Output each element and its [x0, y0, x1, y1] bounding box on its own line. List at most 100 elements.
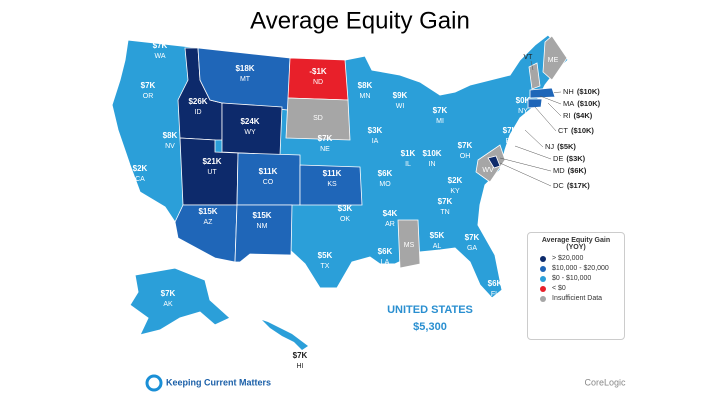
state-value: $8K: [358, 81, 373, 90]
state-callout: DC ($17K): [553, 181, 590, 190]
source: CoreLogic: [584, 377, 626, 387]
state: [397, 219, 421, 269]
state-abbr: CA: [135, 176, 145, 183]
state-value: $7K: [293, 351, 308, 360]
state-abbr: TN: [440, 209, 449, 216]
state-callout: DE ($3K): [553, 154, 586, 163]
state-abbr: IN: [429, 161, 436, 168]
legend-label: < $0: [552, 285, 566, 292]
state-abbr: ID: [195, 109, 202, 116]
callout-line: [524, 129, 544, 148]
state-abbr: UT: [207, 169, 217, 176]
legend-label: $10,000 - $20,000: [552, 265, 609, 272]
legend-label: $0 - $10,000: [552, 275, 592, 282]
brand: Keeping Current Matters: [166, 377, 271, 387]
state-callout: NJ ($5K): [545, 142, 576, 151]
state-value: $11K: [259, 167, 278, 176]
state-abbr: WA: [154, 53, 165, 60]
state-abbr: AZ: [204, 219, 214, 226]
state-value: $7K: [141, 81, 156, 90]
state-abbr: MA: [563, 99, 574, 108]
state-abbr: IL: [405, 161, 411, 168]
state-abbr: MT: [240, 76, 251, 83]
state-value: $6K: [488, 279, 503, 288]
state-callout: RI ($4K): [563, 111, 593, 120]
state-abbr: RI: [563, 111, 571, 120]
state: [234, 204, 293, 263]
legend-title: Average Equity Gain (YOY): [541, 237, 611, 251]
state-value: ($6K): [568, 166, 587, 175]
legend-item: Insufficient Data: [534, 295, 618, 302]
state-value: $11K: [323, 169, 342, 178]
state-value: $1K: [401, 149, 416, 158]
state-abbr: NJ: [545, 142, 554, 151]
state-abbr: NM: [257, 223, 268, 230]
state-abbr: SD: [313, 115, 323, 122]
callout-line: [514, 145, 552, 160]
state: [527, 98, 543, 109]
state-value: $6K: [378, 247, 393, 256]
state: [528, 62, 541, 90]
state: [285, 97, 351, 141]
state-value: $0K: [516, 96, 531, 105]
callout-line: [539, 95, 562, 105]
state-abbr: NV: [165, 143, 175, 150]
state-value: $9K: [503, 166, 518, 175]
state-value: $7K: [153, 41, 168, 50]
state-value: $18K: [235, 64, 254, 73]
state-abbr: LA: [381, 259, 390, 266]
state-abbr: NY: [518, 108, 528, 115]
state-abbr: DC: [553, 181, 564, 190]
state-abbr: AR: [385, 221, 395, 228]
state-value: ($10K): [571, 126, 594, 135]
legend-item: < $0: [534, 285, 618, 292]
callout-line: [534, 106, 557, 132]
state-value: $4K: [383, 209, 398, 218]
state-abbr: NE: [320, 146, 330, 153]
title: Average Equity Gain: [250, 7, 470, 34]
state-value: ($10K): [577, 99, 600, 108]
state-value: $7K: [458, 141, 473, 150]
state-abbr: FL: [491, 291, 499, 298]
legend-label: Insufficient Data: [552, 295, 603, 302]
state-abbr: DE: [553, 154, 563, 163]
state-abbr: VT: [524, 54, 534, 61]
state-callout: NH ($10K): [563, 87, 600, 96]
state-value: $5K: [430, 231, 445, 240]
state-abbr: AK: [163, 301, 173, 308]
state-value: $3K: [338, 204, 353, 213]
state-value: $10K: [422, 149, 441, 158]
state-value: $15K: [252, 211, 271, 220]
legend-item: $10,000 - $20,000: [534, 265, 618, 272]
state-value: $7K: [465, 233, 480, 242]
state: [299, 164, 363, 206]
legend: Average Equity Gain (YOY) > $20,000 $10,0…: [527, 232, 625, 340]
state-value: $6K: [378, 169, 393, 178]
legend-item: $0 - $10,000: [534, 275, 618, 282]
state-value: $26K: [188, 97, 207, 106]
state-abbr: NC: [505, 201, 515, 208]
state-abbr: SC: [488, 223, 498, 230]
state-abbr: TX: [321, 263, 330, 270]
state-value: ($10K): [577, 87, 600, 96]
state-value: $3K: [368, 126, 383, 135]
alaska-outline: [129, 267, 231, 336]
national-name: UNITED STATES: [387, 304, 473, 316]
legend-swatch: [540, 296, 546, 302]
state-callout: CT ($10K): [558, 126, 594, 135]
callout-line: [499, 162, 552, 187]
state-abbr: PA: [506, 138, 515, 145]
state-callout: MA ($10K): [563, 99, 601, 108]
state-abbr: HI: [297, 363, 304, 370]
state-value: $7K: [503, 126, 518, 135]
state-value: $8K: [163, 131, 178, 140]
callout-line: [547, 102, 562, 117]
legend-swatch: [540, 276, 546, 282]
state-value: ($3K): [566, 154, 585, 163]
state-value: ($5K): [557, 142, 576, 151]
callout-line: [530, 60, 534, 71]
state-abbr: KY: [450, 188, 460, 195]
state-abbr: ND: [313, 79, 323, 86]
state-value: $7K: [438, 197, 453, 206]
